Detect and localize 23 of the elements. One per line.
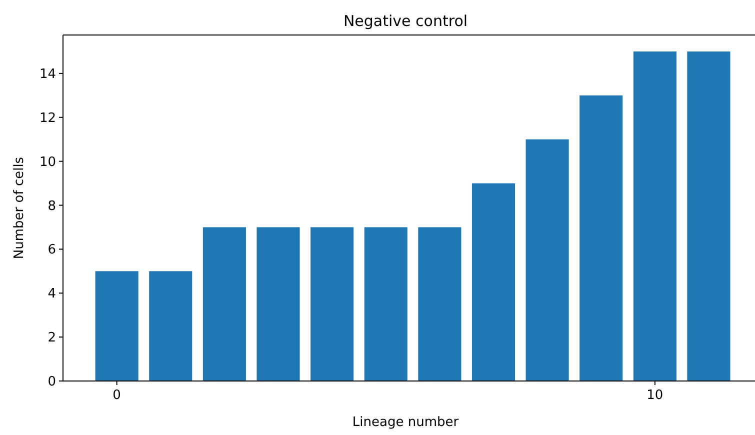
bar [418,227,462,381]
bar [472,183,516,381]
y-tick-label: 6 [48,242,56,258]
bar [580,95,623,381]
y-tick-label: 0 [48,374,56,390]
bar [526,139,569,381]
bar [149,271,192,381]
bar [310,227,354,381]
y-tick-label: 2 [48,330,56,346]
y-tick-label: 14 [39,66,56,82]
y-tick-label: 8 [48,198,56,214]
chart-title: Negative control [343,12,468,30]
bar [256,227,300,381]
bar [633,51,676,381]
bar [364,227,408,381]
y-tick-label: 12 [39,110,56,126]
y-axis-title: Number of cells [12,156,27,260]
bar [687,51,730,381]
bar [95,271,138,381]
bar [202,227,246,381]
y-tick-label: 4 [48,286,56,302]
x-axis-title: Lineage number [352,415,460,430]
y-tick-label: 10 [39,154,56,170]
